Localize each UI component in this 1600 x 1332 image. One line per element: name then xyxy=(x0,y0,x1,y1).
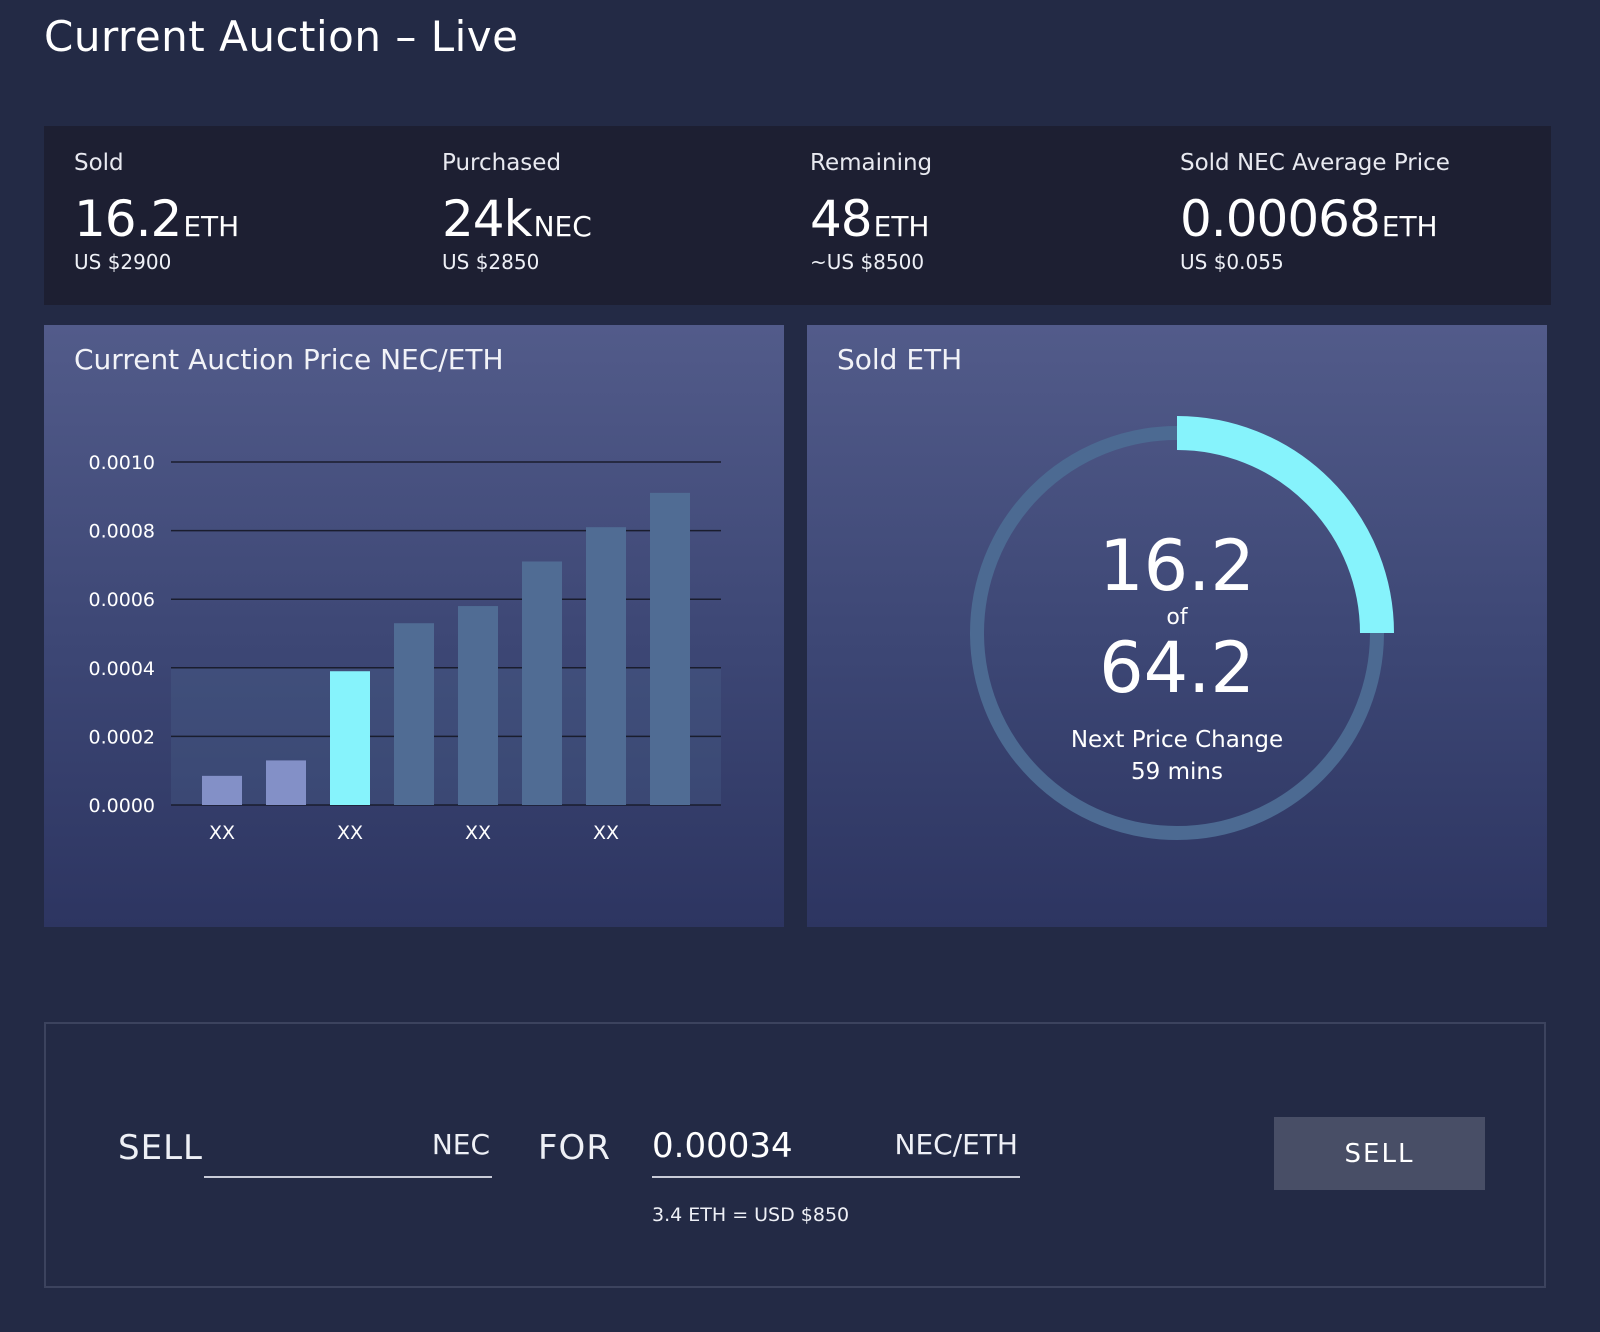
stat-label: Sold NEC Average Price xyxy=(1180,150,1450,176)
bar-future xyxy=(522,561,562,805)
stat-usd: US $2900 xyxy=(74,250,172,274)
stat-usd: ~US $8500 xyxy=(810,250,925,274)
sell-label: SELL xyxy=(118,1128,203,1168)
stat-remaining: Remaining 48ETH ~US $8500 xyxy=(810,150,932,274)
bar-future xyxy=(650,492,690,805)
price-bar-chart: 0.0000 0.0002 0.0004 0.0006 0.0008 0.0010 XX XX… xyxy=(89,452,721,844)
sell-button[interactable]: SELL xyxy=(1274,1117,1485,1190)
conversion-text: 3.4 ETH = USD $850 xyxy=(652,1204,850,1226)
amount-field: NEC xyxy=(204,1124,492,1178)
price-chart-title: Current Auction Price NEC/ETH xyxy=(74,343,504,376)
bar-current xyxy=(330,671,370,805)
stat-value: 24k xyxy=(442,190,533,248)
price-field: NEC/ETH xyxy=(652,1124,1020,1178)
bar-future xyxy=(458,606,498,805)
sold-amount: 16.2 xyxy=(1099,525,1255,607)
y-tick-label: 0.0010 xyxy=(89,452,155,474)
stat-label: Sold xyxy=(74,150,124,176)
stat-average-price: Sold NEC Average Price 0.00068ETH US $0.… xyxy=(1180,150,1450,274)
stat-unit: ETH xyxy=(1381,210,1438,243)
next-price-change-time: 59 mins xyxy=(1131,759,1223,785)
stat-value: 48 xyxy=(810,190,873,248)
x-tick-label: XX xyxy=(593,822,619,844)
next-price-change-label: Next Price Change xyxy=(1070,727,1284,753)
sell-form: SELL NEC FOR NEC/ETH 3.4 ETH = USD $850 … xyxy=(44,1022,1546,1288)
x-tick-label: XX xyxy=(337,822,363,844)
price-unit: NEC/ETH xyxy=(894,1128,1018,1161)
stats-bar: Sold 16.2ETH US $2900 Purchased 24kNEC U… xyxy=(44,126,1551,305)
y-tick-label: 0.0002 xyxy=(89,726,155,748)
amount-unit: NEC xyxy=(431,1128,490,1161)
stat-purchased: Purchased 24kNEC US $2850 xyxy=(442,150,592,274)
y-tick-label: 0.0008 xyxy=(89,521,155,543)
bar-future xyxy=(394,623,434,805)
sold-eth-gauge xyxy=(970,416,1394,840)
stat-label: Remaining xyxy=(810,150,933,176)
stat-unit: ETH xyxy=(873,210,930,243)
of-label: of xyxy=(1166,605,1188,630)
bar-past xyxy=(202,775,242,805)
bar-past xyxy=(266,760,306,805)
sold-eth-title: Sold ETH xyxy=(837,343,963,376)
y-tick-label: 0.0004 xyxy=(89,658,155,680)
stat-unit: NEC xyxy=(533,210,592,243)
price-chart-panel: Current Auction Price NEC/ETH 0.0000 0.00… xyxy=(44,325,784,927)
stat-sold: Sold 16.2ETH US $2900 xyxy=(74,150,239,274)
y-tick-label: 0.0006 xyxy=(89,589,155,611)
stat-value: 0.00068 xyxy=(1180,190,1381,248)
bar-future xyxy=(586,527,626,805)
total-amount: 64.2 xyxy=(1099,627,1255,709)
stat-usd: US $0.055 xyxy=(1180,250,1284,274)
stat-usd: US $2850 xyxy=(442,250,540,274)
amount-input[interactable] xyxy=(204,1124,404,1168)
stat-unit: ETH xyxy=(183,210,240,243)
page-title: Current Auction – Live xyxy=(44,12,519,61)
stat-label: Purchased xyxy=(442,150,562,176)
stat-value: 16.2 xyxy=(74,190,182,248)
x-tick-label: XX xyxy=(209,822,235,844)
y-tick-label: 0.0000 xyxy=(89,795,155,817)
price-input[interactable] xyxy=(652,1124,872,1168)
x-tick-label: XX xyxy=(465,822,491,844)
gauge-progress-arc xyxy=(1176,416,1394,634)
for-label: FOR xyxy=(538,1128,611,1168)
sold-eth-panel: Sold ETH 16.2 of 64.2 Next Price Change … xyxy=(807,325,1547,927)
